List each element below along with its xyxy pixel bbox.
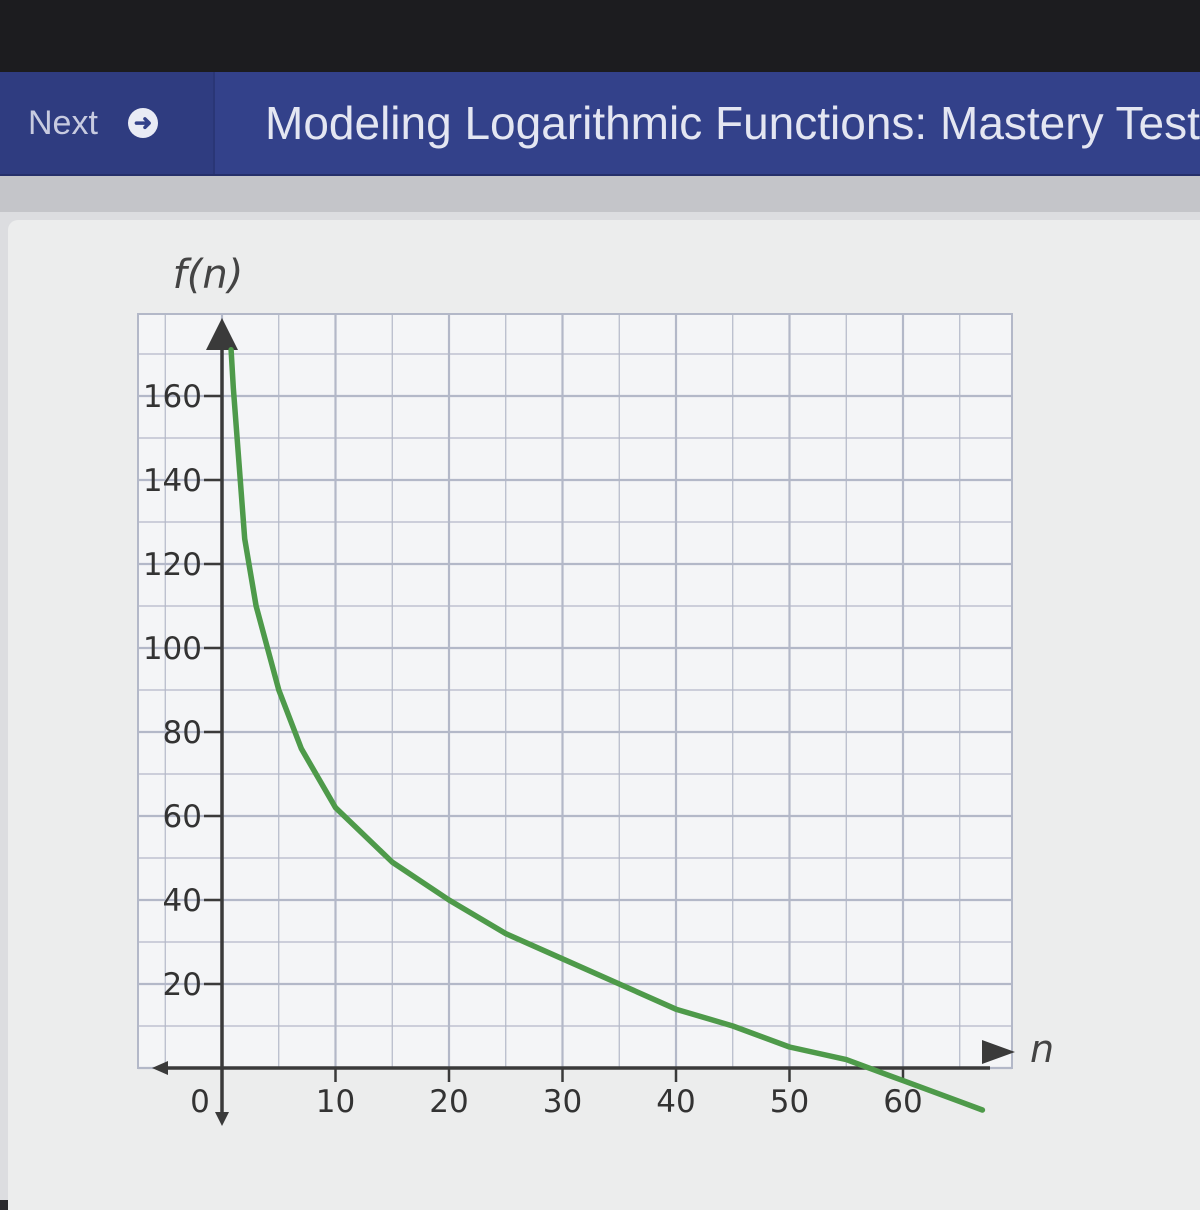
test-header: Next ➜ Modeling Logarithmic Functions: M… bbox=[0, 72, 1200, 176]
y-tick-label: 80 bbox=[163, 715, 202, 751]
graph-grid bbox=[137, 313, 1013, 1070]
x-tick-label: 30 bbox=[543, 1084, 582, 1120]
y-tick-label: 120 bbox=[143, 547, 202, 583]
y-tick-label: 20 bbox=[163, 967, 202, 1003]
y-tick-label: 40 bbox=[163, 883, 202, 919]
grid-background bbox=[137, 313, 1013, 1069]
x-axis-arrow-right-icon bbox=[982, 1040, 1015, 1064]
x-tick-label: 20 bbox=[429, 1084, 468, 1120]
y-tick-label: 160 bbox=[143, 379, 202, 415]
graph-curve bbox=[228, 347, 986, 1113]
x-tick-label: 60 bbox=[883, 1084, 922, 1120]
y-tick-label: 100 bbox=[143, 631, 202, 667]
screen-bezel bbox=[0, 0, 1200, 72]
function-curve bbox=[228, 347, 986, 1113]
graph-tick-labels: f(n) n 20 40 60 80 100 120 140 160 0 10 20 30 40 50 60 bbox=[143, 252, 1054, 1120]
next-label: Next bbox=[28, 103, 98, 142]
y-tick-label: 140 bbox=[143, 463, 202, 499]
x-axis-label: n bbox=[1030, 1027, 1054, 1071]
x-tick-label: 40 bbox=[656, 1084, 695, 1120]
y-axis-arrow-down-icon bbox=[215, 1112, 229, 1126]
page-title: Modeling Logarithmic Functions: Mastery … bbox=[265, 97, 1200, 149]
x-tick-label: 10 bbox=[316, 1084, 355, 1120]
y-axis-arrow-up-icon bbox=[206, 318, 238, 350]
y-tick-label: 60 bbox=[163, 799, 202, 835]
x-tick-label: 50 bbox=[770, 1084, 809, 1120]
next-button[interactable]: Next ➜ bbox=[0, 72, 215, 174]
x-axis-arrow-left-icon bbox=[152, 1061, 168, 1075]
toolbar-strip bbox=[0, 176, 1200, 212]
arrow-circle-right-icon: ➜ bbox=[127, 108, 158, 138]
x-tick-label: 0 bbox=[190, 1084, 210, 1120]
y-axis-label: f(n) bbox=[173, 252, 244, 298]
